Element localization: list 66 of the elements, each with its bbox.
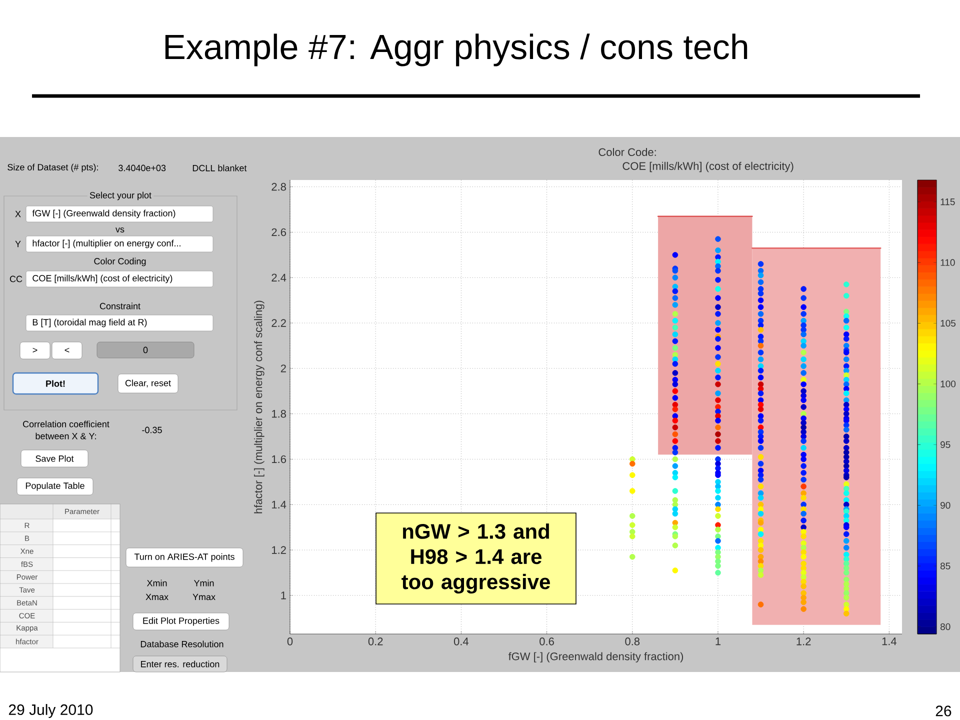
color-bar-label: 95: [940, 441, 950, 448]
text: Correlation coefficient: [23, 420, 110, 428]
text: DCLL blanket: [192, 164, 247, 172]
text: 29 July 2010: [8, 704, 93, 718]
text: COE [mills/kWh] (cost of electricity): [32, 274, 172, 284]
y-tick-label: 1.8: [272, 410, 286, 418]
x-tick-label: 0.8: [625, 638, 640, 646]
color-bar-label: 90: [940, 502, 950, 509]
text: 0: [143, 346, 148, 354]
chart-subtitle: Color Code:: [598, 148, 656, 156]
color-bar-title: COE [mills/kWh] (cost of electricity): [622, 162, 794, 172]
x-tick-label: 0.4: [454, 638, 469, 646]
text: Select your plot: [90, 192, 152, 200]
text: hfactor [-] (multiplier on energy conf...: [32, 240, 180, 248]
text: Xmin: [146, 580, 167, 586]
y-tick-label: 1.6: [272, 455, 286, 464]
text: vs: [116, 228, 124, 232]
text: between X & Y:: [36, 432, 96, 440]
y-tick-label: 2: [280, 364, 286, 372]
text: Size of Dataset (# pts):: [8, 164, 98, 172]
text: CC: [10, 276, 22, 282]
y-tick-label: 2.6: [272, 228, 286, 236]
text: Constraint: [100, 302, 140, 310]
text: Xmax: [146, 594, 168, 600]
x-tick-label: 1.4: [882, 638, 896, 646]
text: 26: [936, 706, 952, 716]
text: X: [15, 210, 21, 218]
x-tick-label: 0.6: [540, 638, 554, 646]
y-tick-label: 1.4: [272, 500, 286, 508]
text: fGW [-] (Greenwald density fraction): [32, 210, 176, 218]
y-tick-label: 1: [281, 592, 286, 600]
text: Y: [15, 240, 21, 248]
text: <: [64, 348, 70, 352]
text: Database Resolution: [140, 640, 224, 648]
color-bar-label: 85: [940, 562, 950, 570]
text: Clear, reset: [125, 380, 171, 388]
color-bar-label: 110: [940, 259, 955, 266]
x-tick-label: 1: [716, 638, 721, 646]
text: Save Plot: [36, 455, 74, 462]
chart-title: Example #7: Aggr physics / cons tech: [165, 34, 748, 66]
text: Populate Table: [26, 482, 84, 491]
color-bar-label: 115: [940, 198, 955, 206]
x-tick-label: 0: [287, 638, 293, 646]
y-tick-label: 2.2: [272, 319, 286, 327]
y-tick-label: 2.4: [272, 274, 286, 282]
text: Edit Plot Properties: [143, 617, 220, 626]
text: Ymax: [192, 594, 216, 600]
text: 3.4040e+03: [118, 164, 166, 172]
text: Enter res. reduction: [141, 660, 220, 668]
color-bar-label: 105: [940, 320, 956, 327]
text: Plot!: [46, 380, 65, 387]
text: Turn on ARIES-AT points: [134, 553, 234, 562]
color-bar-label: 80: [940, 623, 950, 630]
y-axis-title: hfactor [-] (multiplier on energy conf scaling): [254, 300, 264, 514]
text: B [T] (toroidal mag field at R): [32, 318, 147, 328]
annotation: nGW > 1.3 and H98 > 1.4 are too aggressive: [402, 523, 550, 594]
text: >: [32, 348, 38, 352]
y-tick-label: 2.8: [272, 182, 286, 191]
color-bar-label: 100: [940, 380, 956, 388]
x-axis-title: fGW [-] (Greenwald density fraction): [508, 652, 684, 662]
text: Ymin: [194, 580, 214, 586]
x-tick-label: 0.2: [368, 638, 383, 646]
x-tick-label: 1.2: [796, 638, 811, 646]
text: -0.35: [142, 426, 162, 434]
text: Color Coding: [94, 258, 146, 266]
y-tick-label: 1.2: [272, 546, 286, 554]
